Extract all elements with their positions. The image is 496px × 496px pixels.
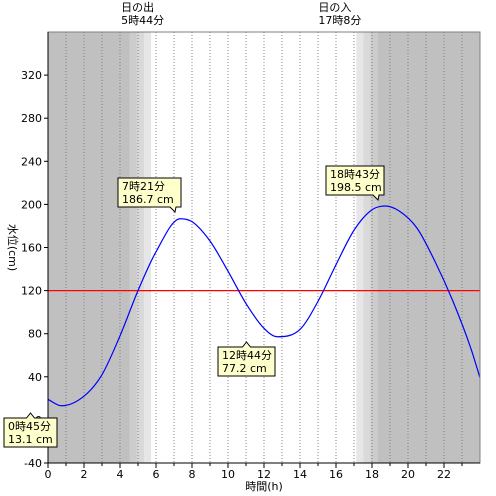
y-tick-label: 240 bbox=[21, 155, 42, 168]
series-layer bbox=[47, 205, 481, 407]
sunset-time: 17時8分 bbox=[318, 14, 361, 27]
y-tick-label: 160 bbox=[21, 242, 42, 255]
y-tick-label: 80 bbox=[28, 328, 42, 341]
x-tick-label: 22 bbox=[437, 468, 451, 481]
annotation-time: 12時44分 bbox=[222, 349, 272, 362]
x-tick-label: 0 bbox=[45, 468, 52, 481]
x-tick-label: 4 bbox=[117, 468, 124, 481]
sunset-title: 日の入 bbox=[318, 1, 351, 14]
x-tick-label: 14 bbox=[293, 468, 307, 481]
annotation-time: 7時21分 bbox=[122, 180, 165, 193]
y-tick-label: 120 bbox=[21, 285, 42, 298]
day-background bbox=[151, 32, 357, 463]
x-tick-label: 12 bbox=[257, 468, 271, 481]
x-tick-label: 18 bbox=[365, 468, 379, 481]
annotation-box bbox=[217, 341, 276, 377]
annotation-value: 186.7 cm bbox=[122, 193, 174, 206]
background-shading bbox=[48, 32, 480, 463]
y-tick-label: 280 bbox=[21, 112, 42, 125]
sun-times: 日の出 5時44分 日の入 17時8分 bbox=[121, 0, 361, 27]
y-axis-label: 水位(cm) bbox=[6, 224, 20, 271]
x-tick-label: 10 bbox=[221, 468, 235, 481]
annotation-time: 18時43分 bbox=[330, 168, 380, 181]
annotation-box bbox=[325, 165, 385, 202]
x-tick-label: 16 bbox=[329, 468, 343, 481]
annotation-box bbox=[3, 412, 58, 448]
y-tick-label: 40 bbox=[28, 371, 42, 384]
annotation-value: 77.2 cm bbox=[222, 362, 267, 375]
annotation-time: 0時45分 bbox=[8, 420, 51, 433]
x-tick-label: 6 bbox=[153, 468, 160, 481]
sunrise-title: 日の出 bbox=[121, 0, 154, 14]
x-tick-label: 2 bbox=[81, 468, 88, 481]
y-tick-label: 320 bbox=[21, 69, 42, 82]
annotation-box bbox=[117, 177, 182, 214]
axes: -400408012016020024028032002468101214161… bbox=[21, 31, 481, 481]
y-tick-label: -40 bbox=[24, 457, 42, 470]
annotation-value: 13.1 cm bbox=[8, 433, 53, 446]
x-tick-label: 20 bbox=[401, 468, 415, 481]
x-tick-label: 8 bbox=[189, 468, 196, 481]
sunrise-time: 5時44分 bbox=[121, 14, 164, 27]
y-tick-label: 200 bbox=[21, 198, 42, 211]
tide-level-line bbox=[47, 205, 481, 407]
annotation-value: 198.5 cm bbox=[330, 181, 382, 194]
x-axis-label: 時間(h) bbox=[245, 480, 283, 493]
